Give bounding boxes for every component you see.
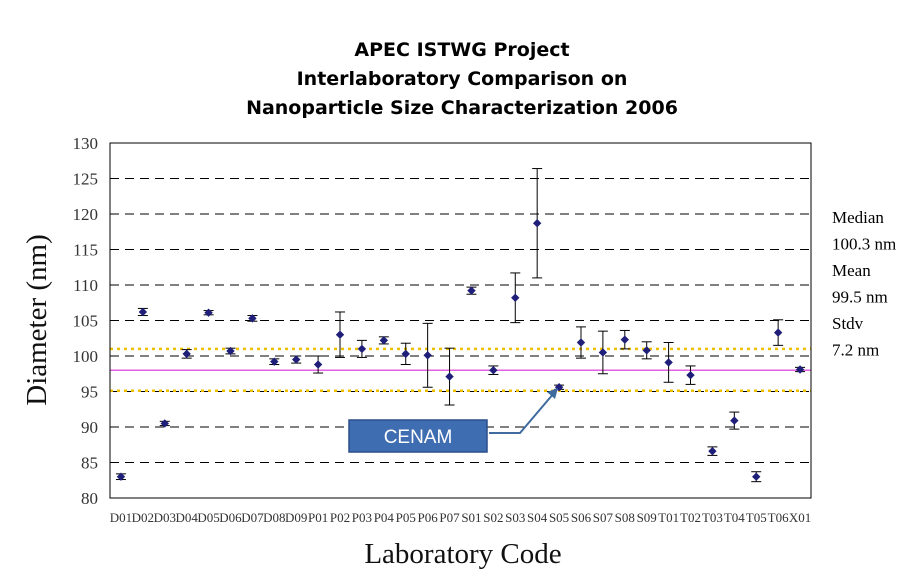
data-point (445, 372, 454, 381)
y-tick-label: 110 (73, 276, 98, 295)
data-point (664, 358, 673, 367)
y-axis-ticks: 80 85 90 95 100 105 110 115 120 125 130 (73, 134, 99, 508)
x-tick-label: T05 (746, 510, 767, 525)
chart-title-line-3: Nanoparticle Size Characterization 2006 (246, 97, 678, 119)
x-tick-label: D09 (285, 510, 307, 525)
x-tick-label: D02 (132, 510, 154, 525)
data-point (795, 365, 805, 374)
data-point (204, 308, 213, 317)
data-point (335, 330, 345, 339)
stat-line: Median (832, 208, 884, 227)
data-point (116, 472, 126, 481)
data-point (248, 314, 257, 323)
x-tick-label: D08 (263, 510, 285, 525)
x-tick-label: P04 (374, 510, 395, 525)
data-point (379, 336, 389, 345)
x-axis-title: Laboratory Code (364, 538, 561, 570)
y-tick-label: 100 (73, 347, 99, 366)
stat-line: Stdv (832, 314, 864, 333)
data-point (576, 338, 586, 347)
reference-lines (110, 347, 811, 393)
stat-line: 100.3 nm (832, 235, 896, 254)
data-point (598, 348, 608, 357)
data-point (489, 366, 498, 375)
x-tick-label: D03 (154, 510, 176, 525)
x-tick-label: P05 (396, 510, 416, 525)
x-tick-label: D01 (110, 510, 132, 525)
x-tick-label: S08 (615, 510, 635, 525)
x-tick-label: S07 (593, 510, 614, 525)
y-tick-label: 125 (73, 170, 99, 189)
x-tick-label: P02 (330, 510, 350, 525)
data-point (270, 357, 279, 366)
data-point (467, 286, 476, 295)
plot-frame (109, 142, 812, 499)
chart-title-line-1: APEC ISTWG Project (354, 39, 569, 61)
x-tick-label: T06 (768, 510, 789, 525)
y-axis-title: Diameter (nm) (21, 234, 53, 406)
data-point (423, 351, 432, 360)
stat-line: Mean (832, 261, 871, 280)
data-point (773, 328, 783, 337)
data-point (620, 335, 629, 344)
y-tick-label: 105 (73, 312, 99, 331)
x-tick-label: P03 (352, 510, 372, 525)
y-tick-label: 85 (81, 454, 98, 473)
data-point (292, 355, 301, 364)
x-tick-label: T01 (658, 510, 679, 525)
data-point (532, 219, 542, 228)
stat-line: 99.5 nm (832, 288, 888, 307)
x-tick-label: T04 (724, 510, 745, 525)
chart-title-line-2: Interlaboratory Comparison on (297, 68, 628, 90)
cenam-callout: CENAM (348, 388, 558, 453)
x-tick-label: X01 (789, 510, 811, 525)
data-point (160, 419, 169, 428)
y-tick-label: 95 (81, 383, 98, 402)
callout-arrow (489, 392, 555, 434)
y-tick-label: 90 (81, 418, 98, 437)
data-point (313, 360, 323, 369)
data-point (730, 416, 739, 425)
x-tick-label: S05 (549, 510, 569, 525)
x-tick-label: S04 (527, 510, 548, 525)
x-tick-label: S02 (483, 510, 503, 525)
x-tick-label: P06 (418, 510, 439, 525)
stat-line: 7.2 nm (832, 341, 879, 360)
data-point (138, 307, 148, 317)
y-tick-label: 120 (73, 205, 99, 224)
data-points (116, 219, 805, 481)
x-tick-label: D04 (175, 510, 198, 525)
x-tick-label: T03 (702, 510, 723, 525)
x-tick-label: S06 (571, 510, 592, 525)
x-tick-label: D07 (241, 510, 264, 525)
x-tick-label: P07 (439, 510, 460, 525)
data-point (686, 370, 695, 380)
y-tick-label: 115 (73, 241, 98, 260)
x-tick-label: S01 (461, 510, 481, 525)
statistics-panel: Median 100.3 nm Mean 99.5 nm Stdv 7.2 nm (832, 208, 896, 360)
y-tick-label: 130 (73, 134, 99, 153)
data-point (511, 293, 520, 302)
callout-label: CENAM (384, 427, 453, 448)
x-tick-label: D05 (197, 510, 219, 525)
x-tick-label: T02 (680, 510, 701, 525)
data-point (357, 344, 367, 354)
x-tick-label: S03 (505, 510, 525, 525)
x-tick-label: P01 (308, 510, 328, 525)
data-point (226, 346, 235, 356)
data-point (182, 349, 191, 359)
x-tick-label: D06 (219, 510, 242, 525)
callout-box (348, 419, 488, 453)
chart-title: APEC ISTWG Project Interlaboratory Compa… (246, 39, 678, 119)
data-point (642, 346, 651, 355)
callout-arrowhead (547, 388, 558, 399)
x-axis-ticks: D01 D02 D03 D04 D05 D06 D07 D08 D09 P01 P02 P03 P04 P… (110, 510, 811, 525)
data-point (708, 446, 717, 456)
y-tick-label: 80 (81, 489, 98, 508)
data-point (752, 472, 761, 481)
x-tick-label: S09 (637, 510, 657, 525)
data-point (401, 349, 410, 359)
